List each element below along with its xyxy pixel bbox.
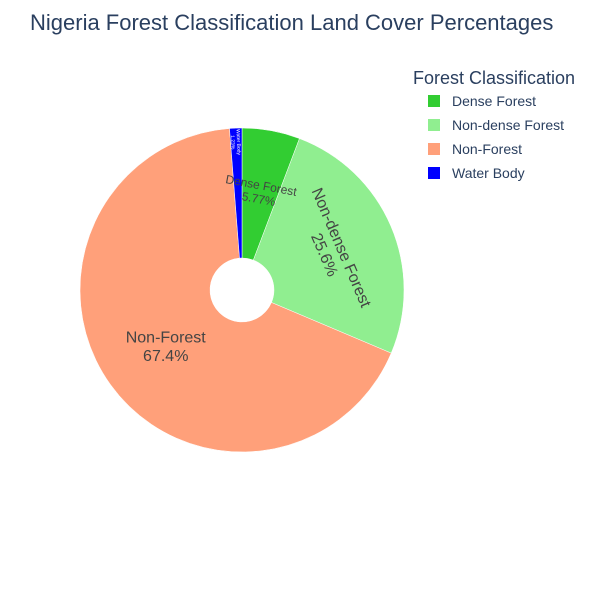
chart-title: Nigeria Forest Classification Land Cover… xyxy=(30,10,553,35)
legend-label-non-dense-forest[interactable]: Non-dense Forest xyxy=(452,117,564,133)
legend-label-dense-forest[interactable]: Dense Forest xyxy=(452,93,536,109)
legend-title: Forest Classification xyxy=(413,68,575,88)
legend-swatch-water-body[interactable] xyxy=(428,167,440,179)
legend-swatch-non-forest[interactable] xyxy=(428,143,440,155)
legend: Forest Classification Dense Forest Non-de… xyxy=(413,68,575,181)
slice-non-dense-forest[interactable] xyxy=(253,138,405,354)
slice-label-water-body: Water Body1.23% xyxy=(229,129,242,156)
slice-non-forest[interactable] xyxy=(79,128,392,453)
legend-label-non-forest[interactable]: Non-Forest xyxy=(452,141,522,157)
pie-slices xyxy=(79,127,405,453)
legend-items: Dense Forest Non-dense Forest Non-Forest Wa… xyxy=(428,93,564,181)
legend-swatch-non-dense-forest[interactable] xyxy=(428,119,440,131)
slice-label-non-forest: Non-Forest 67.4% xyxy=(126,329,207,364)
slice-water-body[interactable] xyxy=(229,127,243,259)
legend-swatch-dense-forest[interactable] xyxy=(428,95,440,107)
legend-label-water-body[interactable]: Water Body xyxy=(452,165,525,181)
